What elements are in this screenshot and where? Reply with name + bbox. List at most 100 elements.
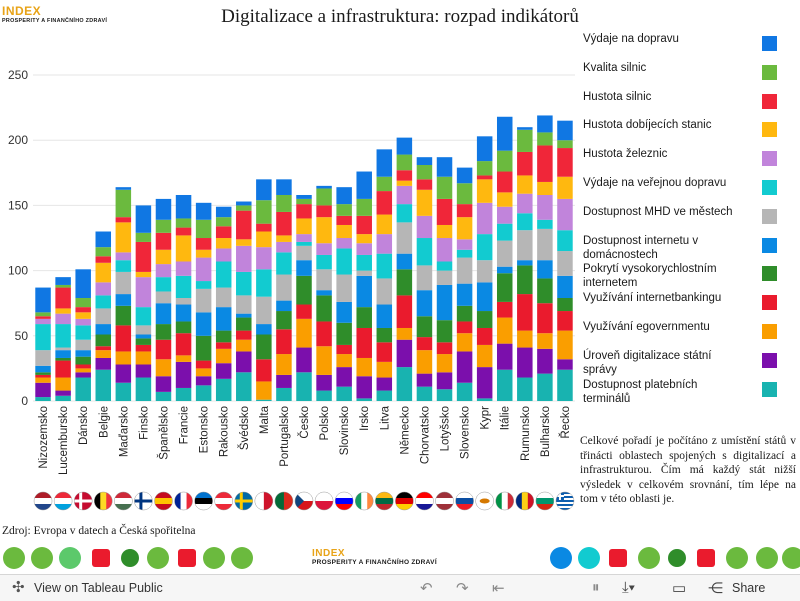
- legend-item[interactable]: Dostupnost MHD ve městech: [580, 205, 780, 233]
- bar-segment: [35, 372, 51, 375]
- bar-segment: [557, 148, 573, 177]
- flag-icon: [114, 491, 133, 511]
- bar-segment: [537, 115, 553, 133]
- bar-segment: [557, 311, 573, 331]
- y-tick-label: 50: [15, 329, 29, 343]
- bar-segment: [496, 266, 513, 274]
- bar-segment: [537, 219, 553, 229]
- bar-segment: [537, 132, 553, 146]
- bar-segment: [195, 385, 212, 401]
- bar-segment: [296, 245, 312, 261]
- bar-segment: [396, 185, 413, 205]
- bar-segment: [376, 278, 393, 305]
- bar-segment: [35, 374, 51, 378]
- bar-segment: [55, 324, 71, 348]
- bar-segment: [396, 170, 413, 181]
- legend-item[interactable]: Výdaje na veřejnou dopravu: [580, 176, 780, 204]
- pause-icon[interactable]: ⏸: [592, 579, 600, 596]
- bar-segment: [356, 376, 372, 399]
- bar-segment: [396, 367, 413, 401]
- bar-segment: [135, 344, 152, 352]
- bar-segment: [456, 351, 473, 383]
- legend-item[interactable]: Dostupnost internetu v domácnostech: [580, 234, 780, 262]
- legend-item[interactable]: Dostupnost platebních terminálů: [580, 378, 780, 406]
- bar-segment: [316, 295, 332, 322]
- bar-segment: [135, 271, 152, 278]
- bar-segment: [276, 374, 292, 388]
- legend-item[interactable]: Hustota silnic: [580, 90, 780, 118]
- bar-segment: [195, 288, 212, 313]
- legend-item[interactable]: Hustota železnic: [580, 147, 780, 175]
- bar-segment: [115, 325, 132, 352]
- bar-segment: [316, 269, 332, 291]
- bar-segment: [517, 175, 533, 194]
- legend-item[interactable]: Úroveň digitalizace státní správy: [580, 349, 780, 377]
- bar-segment: [35, 287, 51, 313]
- share-icon[interactable]: ⋲: [708, 580, 723, 597]
- bar-segment: [496, 343, 513, 370]
- bar-segment: [95, 295, 112, 309]
- bar-segment: [276, 387, 292, 401]
- redo-icon[interactable]: ↷: [456, 580, 469, 597]
- gear-icon: [121, 549, 139, 567]
- bar-segment: [215, 226, 232, 239]
- bar-segment: [517, 230, 533, 261]
- device-preview-icon[interactable]: ▭: [672, 580, 687, 597]
- bar-segment: [155, 291, 172, 304]
- bar-segment: [356, 357, 372, 377]
- legend-item[interactable]: Kvalita silnic: [580, 61, 780, 89]
- bar-segment: [55, 360, 71, 378]
- revert-icon[interactable]: ⇤: [492, 580, 505, 597]
- bar-segment: [75, 269, 91, 298]
- legend-item[interactable]: Pokrytí vysokorychlostním internetem: [580, 262, 780, 290]
- bar-segment: [75, 297, 91, 308]
- bar-segment: [557, 230, 573, 252]
- bar-segment: [336, 301, 352, 323]
- bar-segment: [456, 257, 473, 284]
- bar-segment: [95, 346, 112, 351]
- flag-icon: [375, 491, 394, 511]
- bar-segment: [115, 305, 132, 326]
- gear-icon: [668, 549, 686, 567]
- undo-icon[interactable]: ↶: [420, 580, 433, 597]
- flag-icon: [294, 491, 314, 511]
- green-circle-icon: [3, 547, 25, 569]
- bar-segment: [416, 316, 433, 338]
- green-circle-icon: [756, 547, 778, 569]
- bar-segment: [416, 350, 433, 374]
- tableau-logo-icon: ✣: [12, 579, 25, 596]
- bar-segment: [135, 364, 152, 378]
- bar-segment: [296, 347, 312, 373]
- bar-segment: [557, 120, 573, 141]
- bar-segment: [95, 324, 112, 335]
- bar-segment: [175, 297, 192, 305]
- legend-label: Dostupnost internetu v domácnostech: [583, 234, 699, 261]
- flag-icon: [555, 491, 575, 511]
- bar-segment: [256, 223, 272, 232]
- bar-segment: [416, 179, 433, 190]
- legend-item[interactable]: Hustota dobíjecích stanic: [580, 118, 780, 146]
- bar-segment: [115, 364, 132, 383]
- legend-item[interactable]: Využívání internetbankingu: [580, 291, 780, 319]
- bar-segment: [75, 350, 91, 357]
- x-tick-label: Kypr: [480, 406, 492, 430]
- bar-segment: [95, 308, 112, 325]
- y-tick-label: 100: [8, 264, 28, 278]
- bar-segment: [55, 377, 71, 391]
- download-icon[interactable]: ⤓▾: [622, 579, 635, 596]
- bar-segment: [476, 179, 493, 203]
- bar-segment: [236, 210, 252, 240]
- legend-item[interactable]: Výdaje na dopravu: [580, 32, 780, 60]
- bar-segment: [296, 372, 312, 401]
- bar-segment: [416, 373, 433, 387]
- x-tick-label: Litva: [379, 405, 391, 430]
- brand-logo: INDEX PROSPERITY A FINANČNÍHO ZDRAVÍ: [2, 4, 122, 34]
- legend-item[interactable]: Využívání egovernmentu: [580, 320, 780, 348]
- bar-segment: [35, 318, 51, 325]
- share-button[interactable]: Share: [732, 581, 766, 595]
- flag-icon: [94, 491, 113, 511]
- bar-segment: [316, 321, 332, 347]
- view-on-tableau-link[interactable]: View on Tableau Public: [34, 581, 163, 595]
- bar-segment: [316, 346, 332, 375]
- bar-segment: [256, 247, 272, 270]
